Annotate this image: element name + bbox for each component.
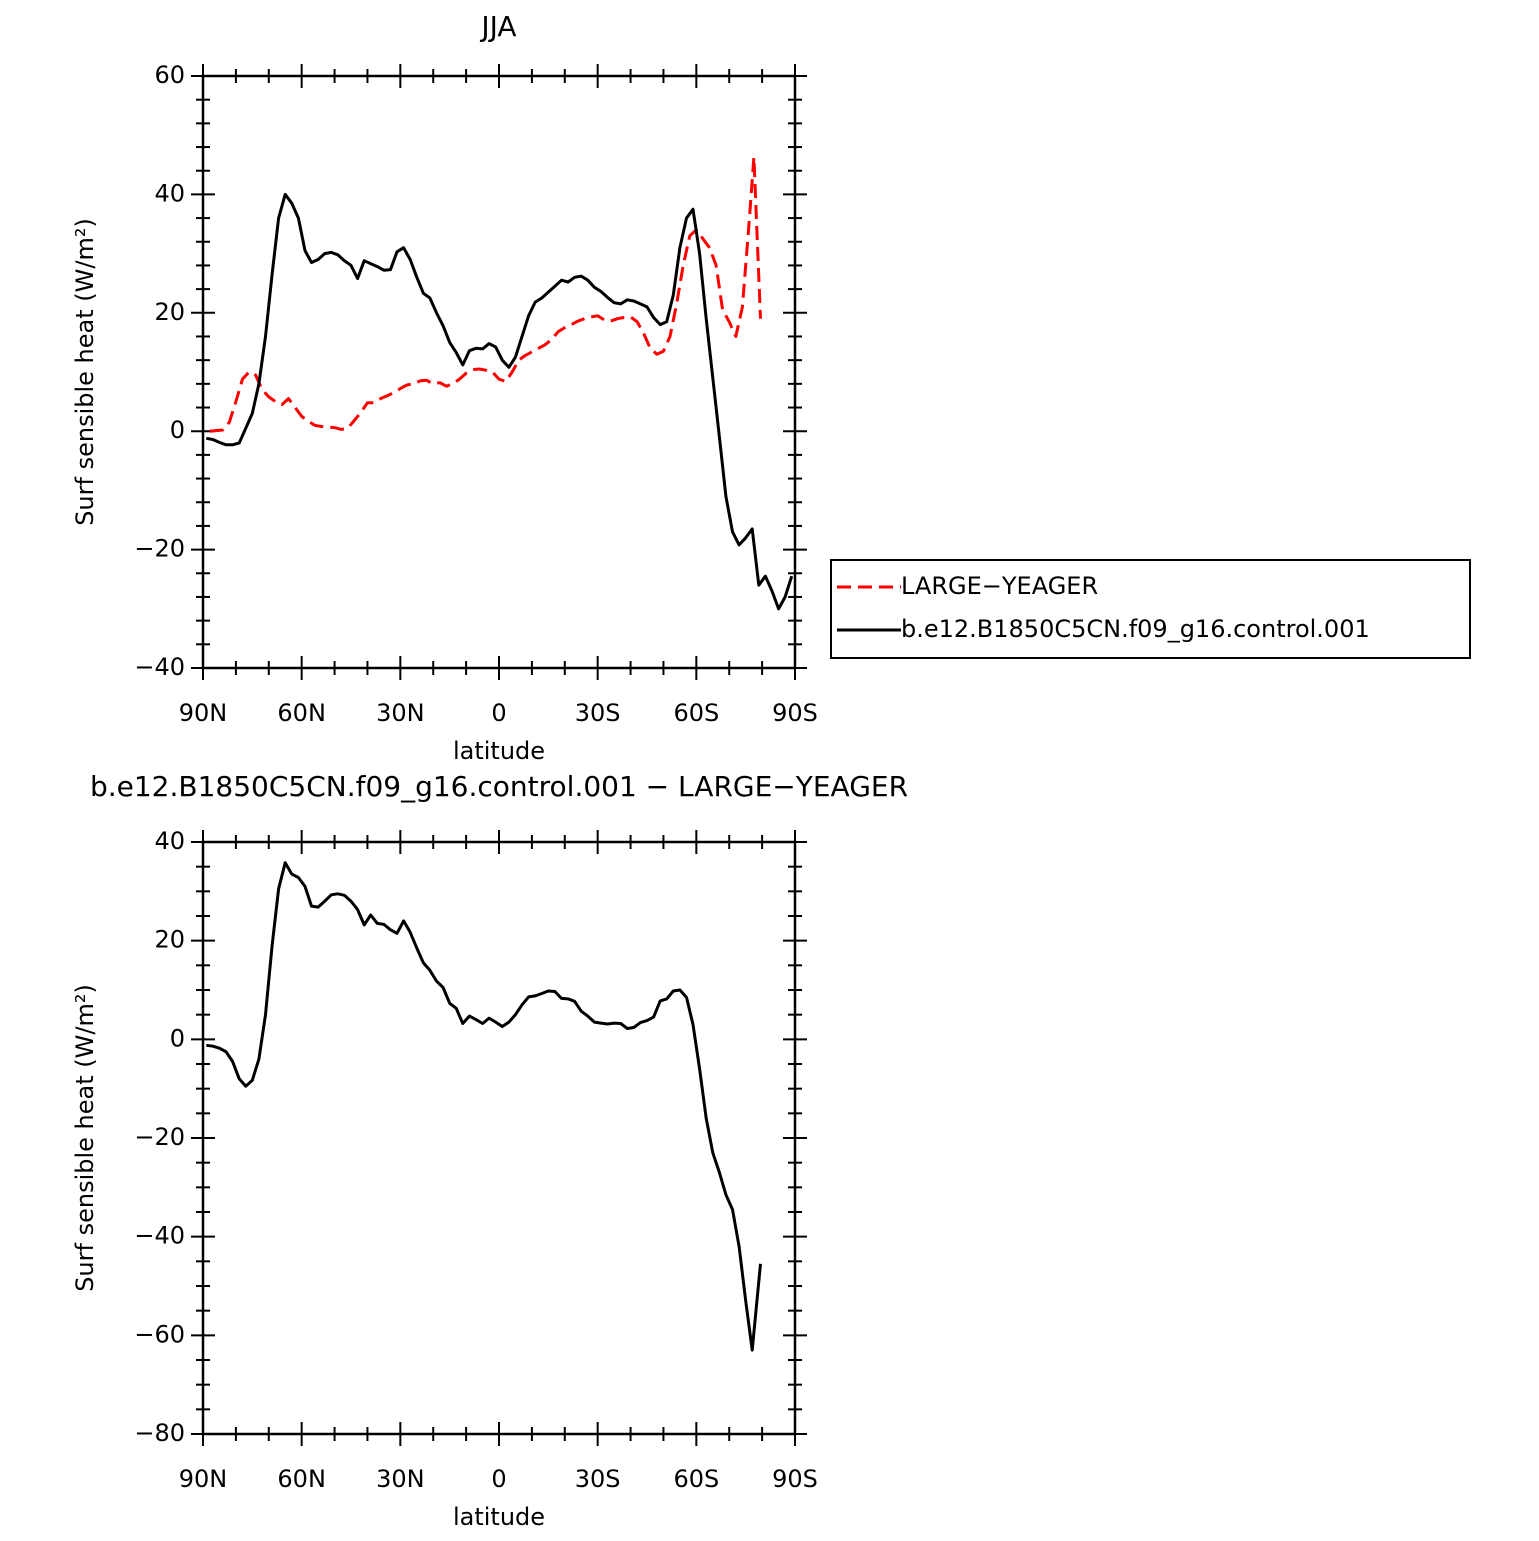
data-line — [206, 861, 762, 1352]
y-axis-label: Surf sensible heat (W/m²) — [71, 218, 99, 526]
legend-label: b.e12.B1850C5CN.f09_g16.control.001 — [901, 615, 1370, 643]
y-tick-label: −20 — [134, 1123, 185, 1151]
x-tick-label: 90S — [772, 699, 818, 727]
x-tick-label: 30S — [575, 1465, 621, 1493]
y-tick-label: 0 — [170, 1024, 185, 1052]
y-tick-label: −60 — [134, 1320, 185, 1348]
x-tick-label: 90N — [179, 1465, 228, 1493]
legend-box — [830, 559, 1471, 659]
x-tick-label: 90N — [179, 699, 228, 727]
y-tick-label: 0 — [170, 416, 185, 444]
x-axis-label: latitude — [453, 1503, 545, 1531]
x-tick-label: 60S — [673, 699, 719, 727]
y-tick-label: 20 — [154, 298, 185, 326]
data-line — [206, 192, 794, 611]
x-axis-label: latitude — [453, 737, 545, 765]
legend-label: LARGE−YEAGER — [901, 572, 1098, 600]
x-tick-label: 60N — [277, 1465, 326, 1493]
chart-title: b.e12.B1850C5CN.f09_g16.control.001 − LA… — [90, 770, 908, 803]
y-tick-label: 40 — [154, 827, 185, 855]
x-tick-label: 30N — [376, 699, 425, 727]
y-tick-label: −20 — [134, 535, 185, 563]
chart-title: JJA — [479, 10, 516, 43]
x-tick-label: 30S — [575, 699, 621, 727]
x-tick-label: 30N — [376, 1465, 425, 1493]
y-axis-label: Surf sensible heat (W/m²) — [71, 984, 99, 1292]
y-tick-label: 20 — [154, 926, 185, 954]
data-line — [209, 155, 762, 433]
y-tick-label: 60 — [154, 61, 185, 89]
y-tick-label: −40 — [134, 653, 185, 681]
x-tick-label: 60S — [673, 1465, 719, 1493]
x-tick-label: 90S — [772, 1465, 818, 1493]
x-tick-label: 0 — [491, 699, 506, 727]
x-tick-label: 60N — [277, 699, 326, 727]
x-tick-label: 0 — [491, 1465, 506, 1493]
y-tick-label: −40 — [134, 1222, 185, 1250]
y-tick-label: 40 — [154, 179, 185, 207]
y-tick-label: −80 — [134, 1419, 185, 1447]
